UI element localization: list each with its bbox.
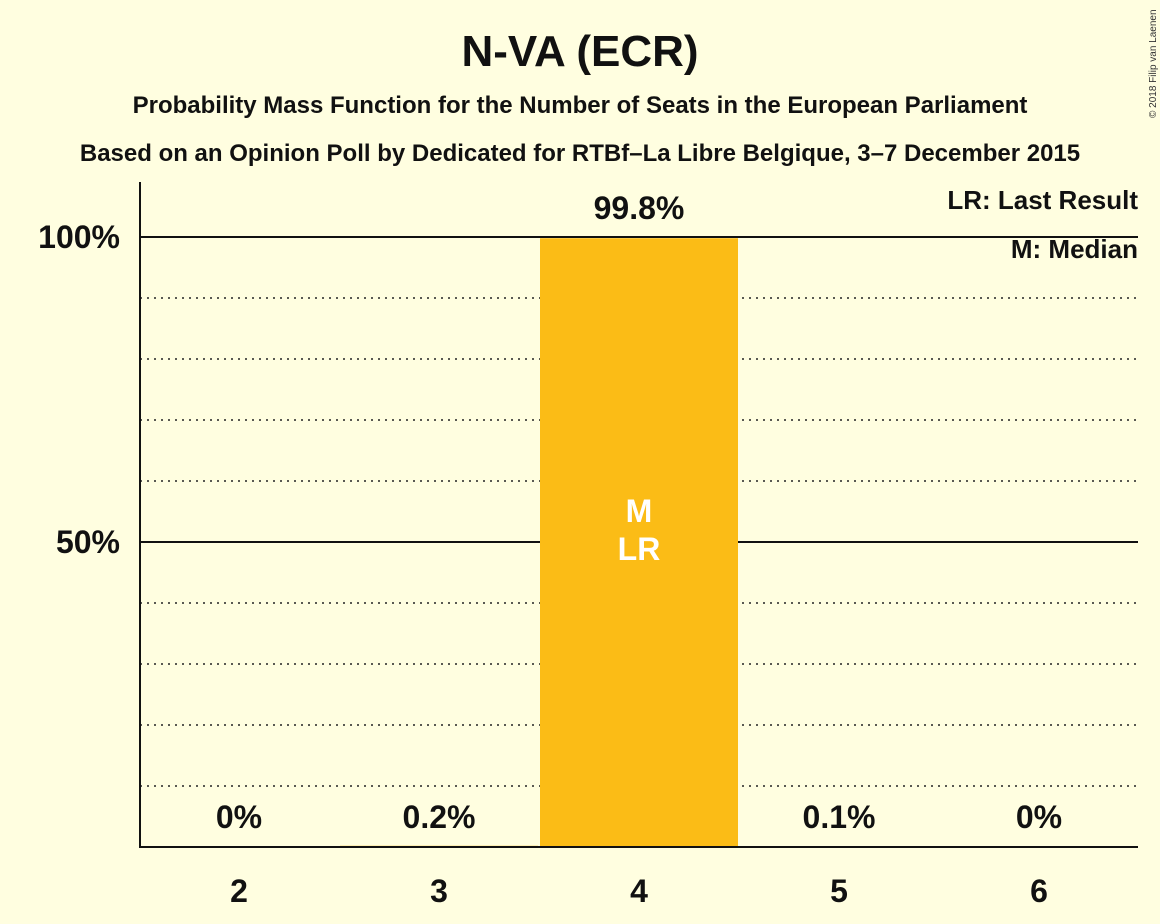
labels: 50% 100% 2 3 4 5 6 0% 0.2% 99.8% 0.1% 0% MLR	[38, 190, 1062, 909]
value-label: 0%	[1016, 799, 1062, 835]
value-label: 0%	[216, 799, 262, 835]
bar-marker-label: LR	[618, 531, 661, 567]
value-label: 0.2%	[403, 799, 476, 835]
y-tick-label: 100%	[38, 219, 120, 255]
bar-marker-label: M	[626, 493, 653, 529]
bar-4	[540, 238, 738, 848]
value-label: 0.1%	[803, 799, 876, 835]
x-tick-label: 5	[830, 873, 848, 909]
value-label: 99.8%	[594, 190, 685, 226]
y-tick-label: 50%	[56, 524, 120, 560]
legend-last-result: LR: Last Result	[947, 185, 1138, 215]
legend-median: M: Median	[1011, 234, 1138, 264]
chart-title: N-VA (ECR)	[461, 27, 698, 76]
x-tick-label: 4	[630, 873, 648, 909]
chart-subtitle-poll: Based on an Opinion Poll by Dedicated fo…	[80, 140, 1080, 167]
x-tick-label: 2	[230, 873, 248, 909]
bars	[340, 238, 938, 848]
axes	[139, 182, 1138, 848]
chart-subtitle: Probability Mass Function for the Number…	[133, 92, 1028, 119]
copyright-note: © 2018 Filip van Laenen	[1148, 9, 1159, 118]
x-tick-label: 3	[430, 873, 448, 909]
legend: LR: Last Result M: Median	[947, 185, 1138, 264]
x-tick-label: 6	[1030, 873, 1048, 909]
